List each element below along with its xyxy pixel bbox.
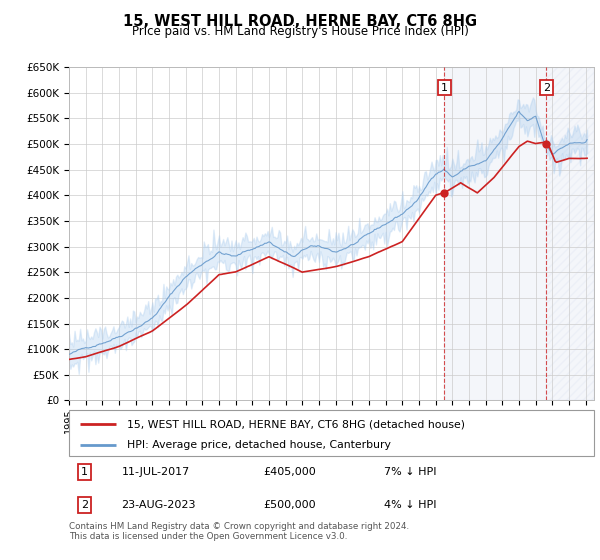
Text: 15, WEST HILL ROAD, HERNE BAY, CT6 8HG (detached house): 15, WEST HILL ROAD, HERNE BAY, CT6 8HG (… <box>127 419 465 430</box>
Text: 15, WEST HILL ROAD, HERNE BAY, CT6 8HG: 15, WEST HILL ROAD, HERNE BAY, CT6 8HG <box>123 14 477 29</box>
Text: 4% ↓ HPI: 4% ↓ HPI <box>384 500 437 510</box>
Text: 1: 1 <box>81 467 88 477</box>
Text: 7% ↓ HPI: 7% ↓ HPI <box>384 467 437 477</box>
Text: 11-JUL-2017: 11-JUL-2017 <box>121 467 190 477</box>
Bar <box>445 67 594 400</box>
Bar <box>547 67 594 400</box>
Text: Contains HM Land Registry data © Crown copyright and database right 2024.
This d: Contains HM Land Registry data © Crown c… <box>69 522 409 542</box>
Text: 2: 2 <box>543 83 550 93</box>
Text: HPI: Average price, detached house, Canterbury: HPI: Average price, detached house, Cant… <box>127 440 391 450</box>
Text: £405,000: £405,000 <box>263 467 316 477</box>
Text: 23-AUG-2023: 23-AUG-2023 <box>121 500 196 510</box>
Text: Price paid vs. HM Land Registry's House Price Index (HPI): Price paid vs. HM Land Registry's House … <box>131 25 469 38</box>
FancyBboxPatch shape <box>69 410 594 456</box>
Text: 2: 2 <box>81 500 88 510</box>
Text: 1: 1 <box>441 83 448 93</box>
Text: £500,000: £500,000 <box>263 500 316 510</box>
